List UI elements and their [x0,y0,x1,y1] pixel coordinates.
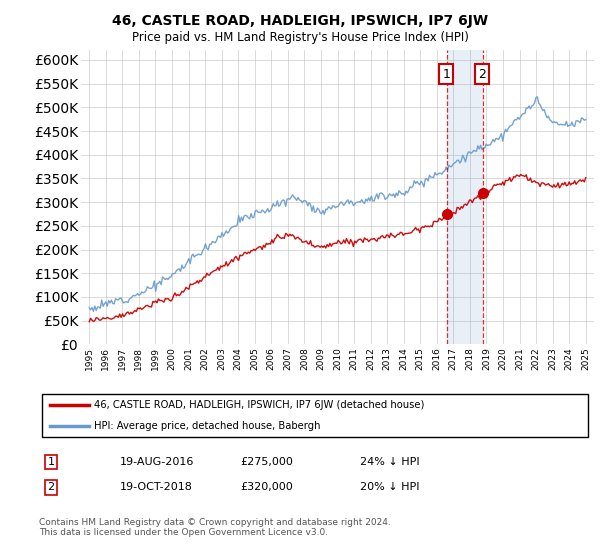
Text: Contains HM Land Registry data © Crown copyright and database right 2024.
This d: Contains HM Land Registry data © Crown c… [39,518,391,538]
Text: 2: 2 [47,482,55,492]
Text: 46, CASTLE ROAD, HADLEIGH, IPSWICH, IP7 6JW (detached house): 46, CASTLE ROAD, HADLEIGH, IPSWICH, IP7 … [94,400,425,410]
Text: 2: 2 [478,68,486,81]
Text: 46, CASTLE ROAD, HADLEIGH, IPSWICH, IP7 6JW: 46, CASTLE ROAD, HADLEIGH, IPSWICH, IP7 … [112,14,488,28]
Bar [447,50,483,344]
Text: £275,000: £275,000 [240,457,293,467]
Text: £320,000: £320,000 [240,482,293,492]
FancyBboxPatch shape [42,394,588,437]
Text: 20% ↓ HPI: 20% ↓ HPI [360,482,419,492]
Text: 1: 1 [47,457,55,467]
Text: 24% ↓ HPI: 24% ↓ HPI [360,457,419,467]
Text: 1: 1 [442,68,451,81]
Text: 19-AUG-2016: 19-AUG-2016 [120,457,194,467]
Text: HPI: Average price, detached house, Babergh: HPI: Average price, detached house, Babe… [94,421,321,431]
Text: Price paid vs. HM Land Registry's House Price Index (HPI): Price paid vs. HM Land Registry's House … [131,31,469,44]
Text: 19-OCT-2018: 19-OCT-2018 [120,482,193,492]
